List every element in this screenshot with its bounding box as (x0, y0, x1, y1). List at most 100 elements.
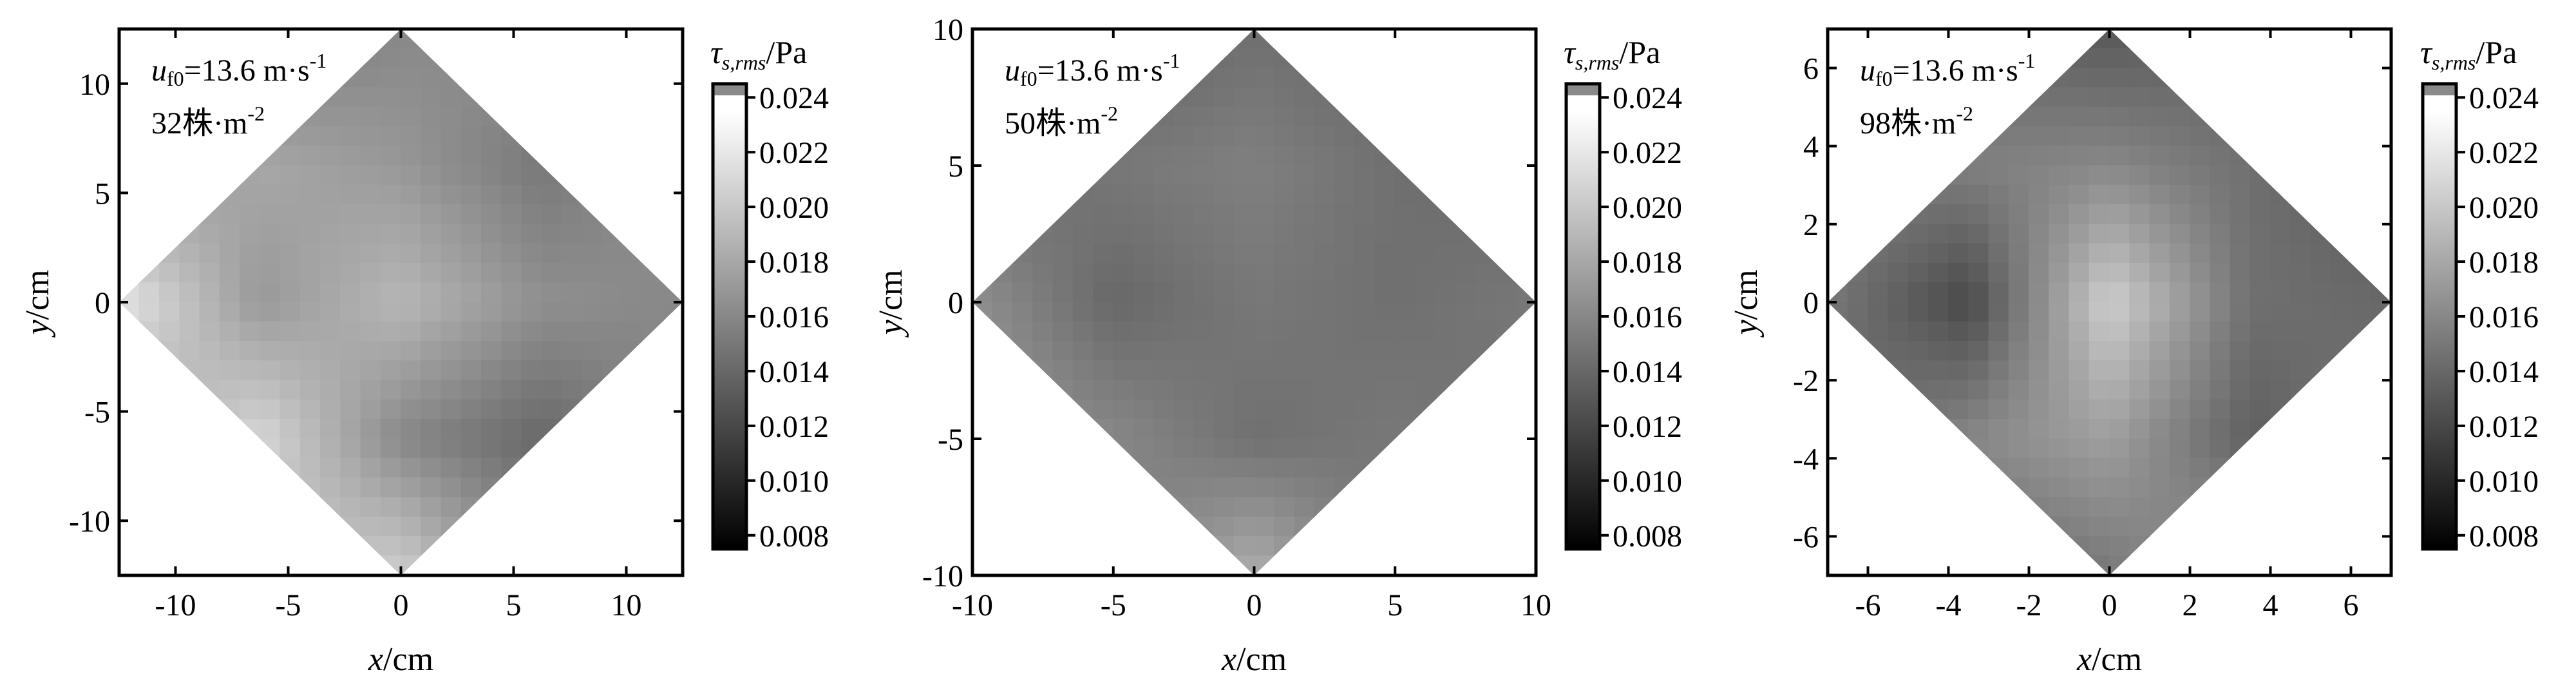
heatmap-cell (1274, 497, 1295, 517)
heatmap-cell (2371, 360, 2391, 381)
heatmap-cell (260, 535, 281, 557)
heatmap-cell (2190, 497, 2211, 517)
heatmap-cell (2210, 243, 2231, 264)
heatmap-cell (481, 438, 502, 459)
heatmap-cell (541, 126, 562, 147)
heatmap-cell (1133, 243, 1154, 264)
heatmap-cell (1354, 243, 1376, 264)
heatmap-cell (460, 516, 482, 537)
heatmap-cell (1334, 516, 1356, 537)
heatmap-cell (1153, 399, 1174, 420)
heatmap-cell (1828, 165, 1848, 186)
heatmap-cell (1927, 380, 1949, 400)
heatmap-cell (279, 457, 301, 479)
heatmap-cell (2351, 282, 2372, 303)
heatmap-cell (2270, 419, 2291, 439)
heatmap-cell (2088, 106, 2110, 127)
heatmap-cell (2109, 321, 2130, 342)
heatmap-cell (2290, 184, 2311, 206)
heatmap-cell (1888, 146, 1909, 166)
heatmap-cell (1475, 224, 1496, 244)
heatmap-cell (2109, 555, 2130, 575)
heatmap-cell (360, 419, 381, 439)
heatmap-cell (360, 48, 381, 69)
colorbar-cap (713, 84, 746, 95)
heatmap-cell (1072, 184, 1094, 206)
heatmap-cell (1274, 457, 1295, 479)
heatmap-cell (992, 165, 1013, 186)
heatmap-cell (2190, 87, 2211, 108)
heatmap-cell (401, 68, 422, 88)
colorbar-tick-label: 0.024 (1613, 81, 1682, 115)
heatmap-cell (992, 87, 1013, 108)
heatmap-cell (521, 535, 542, 557)
annotation-speed-value: =13.6 m·s (184, 53, 310, 88)
y-tick-label: -5 (938, 423, 963, 457)
heatmap-cell (481, 224, 502, 244)
heatmap-cell (1254, 48, 1275, 69)
heatmap-cell (621, 360, 643, 381)
heatmap-cell (992, 457, 1013, 479)
heatmap-cell (1374, 477, 1396, 498)
heatmap-cell (2310, 477, 2331, 498)
heatmap-cell (2210, 477, 2231, 498)
heatmap-cell (179, 438, 200, 459)
heatmap-cell (501, 224, 522, 244)
heatmap-cell (1515, 399, 1536, 420)
heatmap-cell (1032, 146, 1054, 166)
heatmap-cell (1113, 477, 1134, 498)
heatmap-cell (2310, 535, 2331, 557)
heatmap-cell (1032, 535, 1054, 557)
heatmap-cell (279, 146, 301, 166)
heatmap-cell (138, 555, 160, 575)
heatmap-cell (1354, 419, 1376, 439)
colorbar-title-var: τ (2420, 34, 2433, 70)
heatmap-cell (320, 224, 341, 244)
heatmap-cell (1415, 477, 1436, 498)
heatmap-cell (501, 516, 522, 537)
heatmap-cell (481, 516, 502, 537)
heatmap-cell (1294, 146, 1315, 166)
heatmap-cell (1173, 477, 1195, 498)
heatmap-cell (2330, 224, 2351, 244)
heatmap-cell (2129, 146, 2150, 166)
heatmap-cell (2069, 106, 2090, 127)
heatmap-cell (2190, 555, 2211, 575)
heatmap-cell (1274, 438, 1295, 459)
heatmap-cell (601, 380, 623, 400)
heatmap-cell (421, 497, 442, 517)
heatmap-cell (1515, 419, 1536, 439)
heatmap-cell (2008, 224, 2029, 244)
heatmap-cell (1032, 165, 1054, 186)
heatmap-cell (199, 243, 220, 264)
heatmap-cell (440, 29, 462, 49)
heatmap-cell (1988, 516, 2009, 537)
heatmap-cell (2351, 29, 2372, 49)
heatmap-cell (1828, 555, 1848, 575)
heatmap-cell (2049, 282, 2070, 303)
heatmap-cell (1394, 360, 1416, 381)
heatmap-cell (1495, 321, 1517, 342)
heatmap-cell (2029, 380, 2050, 400)
heatmap-cell (279, 477, 301, 498)
heatmap-cell (1072, 535, 1094, 557)
heatmap-cell (1072, 555, 1094, 575)
heatmap-cell (2371, 302, 2391, 322)
colorbar-tick-label: 0.022 (1613, 136, 1682, 170)
heatmap-cell (2049, 497, 2070, 517)
heatmap-cell (1113, 457, 1134, 479)
heatmap-cell (562, 535, 583, 557)
heatmap-cell (541, 106, 562, 127)
heatmap-cell (1455, 321, 1476, 342)
heatmap-cell (1093, 184, 1114, 206)
heatmap-cell (2069, 165, 2090, 186)
heatmap-cell (972, 126, 993, 147)
x-tick-label: -4 (1936, 588, 1962, 622)
heatmap-cell (320, 438, 341, 459)
heatmap-cell (2351, 516, 2372, 537)
heatmap-cell (1515, 302, 1536, 322)
heatmap-cell (1394, 555, 1416, 575)
heatmap-cell (2069, 224, 2090, 244)
x-axis-var: x (1221, 641, 1236, 678)
heatmap-cell (260, 341, 281, 361)
